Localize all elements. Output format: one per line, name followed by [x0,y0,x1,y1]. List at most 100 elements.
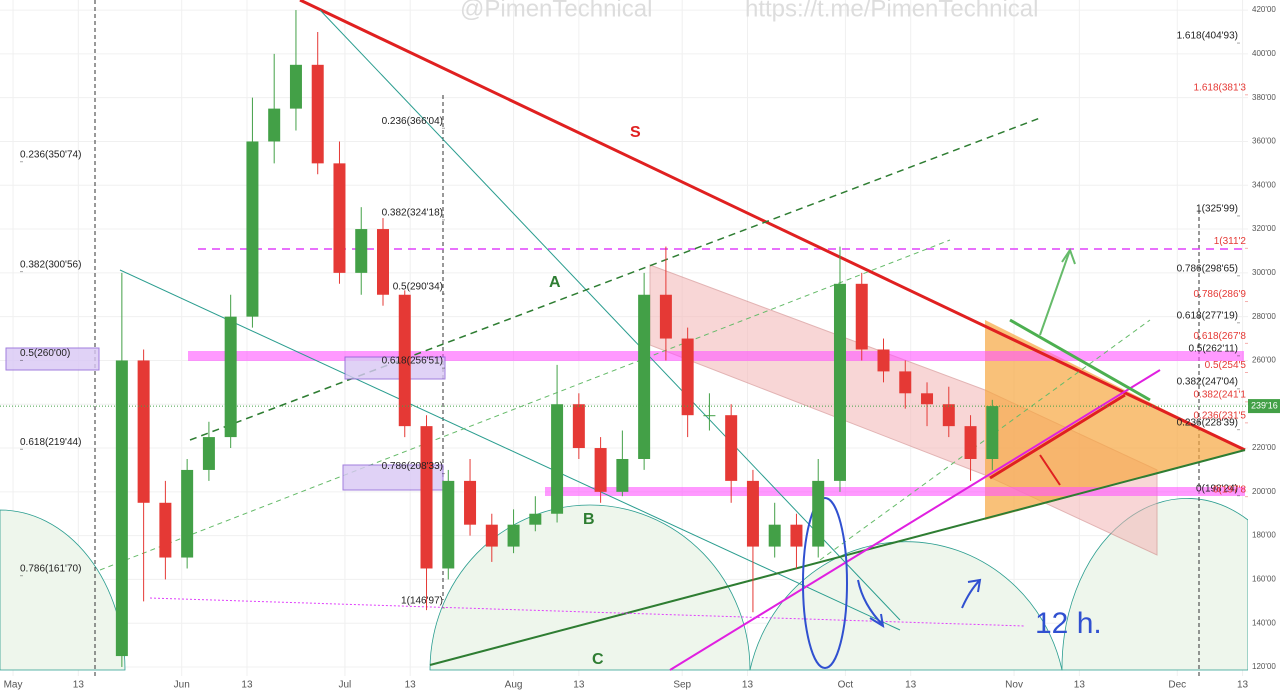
candle-body [485,524,498,547]
fib-label: 0.382(247'04) [1177,376,1238,387]
fib-label: 0.382(324'18) [382,208,443,219]
candle-body [224,316,237,438]
y-tick-label: 140'00 [1252,618,1276,627]
candle-body [790,524,803,547]
fib-label: 0.618(256'51) [382,356,443,367]
x-tick-label: 13 [573,680,585,691]
watermark: @PimenTechnical [460,0,652,22]
candle-body [464,480,477,525]
y-tick-label: 160'00 [1252,575,1276,584]
fib-label: 0(197'8 [1213,484,1246,495]
candle-body [855,283,868,350]
fib-label: 0.618(267'8 [1193,331,1246,342]
y-tick-label: 380'00 [1252,93,1276,102]
x-tick-label: Dec [1168,680,1186,691]
candle-body [159,502,172,558]
fib-label: 0.382(241'1 [1193,389,1246,400]
candle-body [376,229,389,295]
annotation: 12 h. [1035,607,1102,640]
fib-label: 0.786(208'33) [382,461,443,472]
y-axis-bg [1248,0,1280,693]
fib-label: 0.786(286'9 [1193,289,1246,300]
fib-label: 0.786(298'65) [1177,263,1238,274]
fib-label: 0.5(262'11) [1188,343,1238,354]
drawings [5,0,1246,676]
candle-body [746,480,759,547]
y-tick-label: 200'00 [1252,487,1276,496]
y-tick-label: 360'00 [1252,137,1276,146]
fib-label: 1.618(381'3 [1193,82,1246,93]
watermark: https://t.me/PimenTechnical [745,0,1038,22]
x-tick-label: Jun [174,680,190,691]
candle-body [551,404,564,514]
x-tick-label: 13 [241,680,253,691]
candle-body [638,294,651,459]
labels: 0.236(350'74) 0.382(300'56) 0.5(260'00) 0.6… [0,31,1248,609]
last-price-box [1248,399,1280,414]
candle-body [268,108,281,142]
y-tick-label: 120'00 [1252,662,1276,671]
y-tick-label: 400'00 [1252,49,1276,58]
x-tick-label: Oct [838,680,854,691]
fib-label: 0.5(290'34) [393,282,443,293]
candle-body [507,524,520,547]
candle-body [137,360,150,503]
candles [115,10,999,668]
candle-body [812,480,825,547]
y-tick-label: 300'00 [1252,268,1276,277]
candle-body [115,360,128,657]
annotation: C [592,651,604,668]
y-tick-label: 340'00 [1252,180,1276,189]
fib-label: 1.618(404'93) [1177,31,1238,42]
candle-body [181,469,194,558]
fib-label: 0.236(231'5 [1193,410,1246,421]
x-axis-bg [0,676,1248,693]
candle-body [833,283,846,481]
fib-label: 0.382(300'56) [20,259,81,270]
candle-body [398,294,411,427]
y-tick-label: 180'00 [1252,531,1276,540]
x-tick-label: 13 [1074,680,1086,691]
candle-body [877,349,890,372]
y-tick-label: 280'00 [1252,312,1276,321]
candle-body [529,513,542,525]
fib-label: 1(325'99) [1196,204,1238,215]
candle-body [681,338,694,416]
candle-body [420,426,433,569]
x-tick-label: Jul [339,680,352,691]
fib-label: 0.236(228'39) [1177,417,1238,428]
candle-body [333,163,346,273]
candle-body [964,426,977,459]
last-price-label: 239'16 [1251,400,1278,410]
fib-label: 0.618(277'19) [1177,310,1238,321]
y-tick-label: 420'00 [1252,5,1276,14]
candle-body [202,437,215,470]
fib-label: 0.236(350'74) [20,149,81,160]
fib-label: 0.5(254'5 [1205,360,1247,371]
candle-body [289,64,302,109]
candle-body [616,458,629,492]
x-tick-label: Sep [673,680,691,691]
fib-label: 0.5(260'00) [20,348,70,359]
x-tick-label: 13 [405,680,417,691]
fib-label: 1(146'97) [401,596,443,607]
annotation: S [630,124,641,141]
candle-body [311,64,324,164]
annotation: B [583,511,595,528]
fib-label: 1(311'2 [1214,236,1247,247]
candle-body [899,371,912,394]
candle-body [725,415,738,481]
candle-body [986,406,999,459]
candle-body [703,415,716,417]
x-tick-label: Aug [505,680,523,691]
annotation: A [549,274,561,291]
x-tick-label: 13 [905,680,917,691]
x-tick-label: 13 [73,680,85,691]
candle-body [355,229,368,273]
fib-label: 0.786(161'70) [20,563,81,574]
x-tick-label: Nov [1005,680,1023,691]
x-tick-label: May [4,680,23,691]
y-tick-label: 320'00 [1252,224,1276,233]
candle-body [921,393,934,405]
